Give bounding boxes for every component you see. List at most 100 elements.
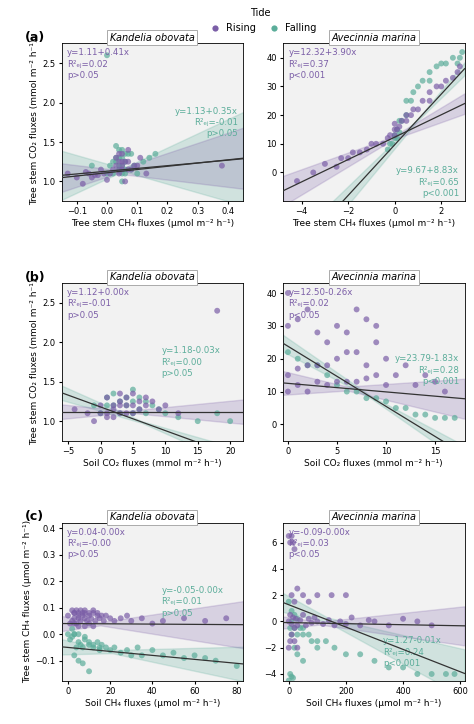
Point	[310, 167, 317, 178]
Point	[322, 636, 330, 647]
Point	[407, 109, 415, 121]
Point	[71, 607, 78, 619]
Point	[121, 164, 129, 175]
Title: Avecinnia marina: Avecinnia marina	[331, 512, 416, 522]
Point	[134, 160, 141, 172]
Point	[291, 609, 298, 620]
Text: y=12.50-0.26x
R²ₑⱼ=0.02
p<0.05: y=12.50-0.26x R²ₑⱼ=0.02 p<0.05	[289, 288, 353, 320]
Point	[124, 156, 132, 167]
Point	[118, 176, 126, 188]
Point	[139, 156, 147, 167]
Point	[110, 641, 118, 653]
Point	[289, 612, 297, 623]
Point	[110, 615, 118, 627]
Point	[441, 412, 449, 424]
Point	[174, 408, 182, 419]
Point	[313, 636, 321, 647]
Point	[356, 620, 364, 631]
Point	[294, 313, 301, 325]
Y-axis label: Tree stem CO₂ fluxes (mmol m⁻² h⁻¹): Tree stem CO₂ fluxes (mmol m⁻² h⁻¹)	[30, 39, 39, 206]
Point	[115, 148, 123, 159]
Point	[98, 639, 106, 651]
Point	[385, 662, 392, 673]
Text: y=0.04-0.00x
R²ₑⱼ=-0.00
p>0.05: y=0.04-0.00x R²ₑⱼ=-0.00 p>0.05	[67, 528, 126, 560]
Point	[414, 104, 422, 115]
Point	[285, 615, 292, 627]
Point	[71, 649, 78, 661]
Point	[123, 644, 131, 656]
Point	[399, 662, 407, 673]
Point	[343, 346, 351, 358]
Point	[431, 376, 439, 387]
Point	[79, 178, 87, 190]
Point	[289, 672, 297, 683]
Point	[284, 320, 292, 332]
Point	[109, 400, 117, 411]
Point	[115, 144, 123, 156]
Point	[294, 353, 301, 364]
Point	[121, 168, 129, 180]
Point	[414, 668, 421, 680]
Point	[384, 132, 392, 144]
Point	[286, 668, 294, 680]
Point	[109, 400, 117, 411]
Point	[286, 636, 294, 647]
Point	[124, 144, 132, 156]
Point	[308, 617, 315, 628]
Point	[363, 392, 370, 404]
Point	[356, 649, 364, 660]
Point	[129, 408, 137, 419]
Point	[212, 655, 219, 667]
Point	[285, 596, 292, 607]
Point	[402, 360, 410, 371]
Text: (a): (a)	[25, 31, 46, 44]
Title: Kandelia obovata: Kandelia obovata	[110, 33, 195, 43]
Point	[337, 152, 345, 164]
Point	[159, 615, 167, 627]
Point	[325, 615, 333, 626]
Point	[386, 130, 394, 141]
Point	[136, 392, 143, 403]
Point	[399, 613, 407, 625]
Point	[88, 172, 96, 183]
Point	[146, 152, 153, 164]
Point	[73, 618, 80, 629]
Point	[284, 287, 292, 299]
Point	[94, 636, 101, 648]
Point	[81, 605, 89, 616]
Point	[410, 86, 417, 98]
Point	[77, 615, 84, 627]
Point	[288, 605, 295, 617]
Point	[118, 156, 126, 167]
X-axis label: Soil CH₄ fluxes (μmol m⁻² h⁻¹): Soil CH₄ fluxes (μmol m⁻² h⁻¹)	[85, 699, 220, 707]
Point	[103, 411, 111, 423]
Point	[142, 408, 150, 419]
Point	[66, 634, 74, 645]
Point	[81, 631, 89, 643]
Text: y=1.11+0.41x
R²ₑⱼ=0.02
p>0.05: y=1.11+0.41x R²ₑⱼ=0.02 p>0.05	[67, 49, 130, 80]
Point	[109, 164, 117, 175]
Point	[426, 86, 433, 98]
Point	[333, 379, 341, 391]
Point	[356, 146, 364, 158]
Point	[288, 589, 295, 601]
Point	[363, 373, 370, 384]
Point	[115, 164, 123, 175]
Point	[81, 613, 89, 624]
Point	[85, 168, 92, 180]
Point	[155, 403, 163, 415]
Point	[328, 589, 336, 601]
Point	[363, 360, 370, 371]
Title: Kandelia obovata: Kandelia obovata	[110, 272, 195, 282]
Point	[391, 124, 399, 135]
Point	[94, 169, 102, 181]
Point	[85, 618, 93, 629]
Point	[97, 408, 104, 419]
Point	[396, 121, 403, 132]
Point	[218, 160, 226, 172]
Point	[71, 607, 78, 619]
Point	[115, 168, 123, 180]
Point	[112, 140, 120, 152]
Point	[288, 628, 295, 640]
Point	[458, 46, 466, 58]
